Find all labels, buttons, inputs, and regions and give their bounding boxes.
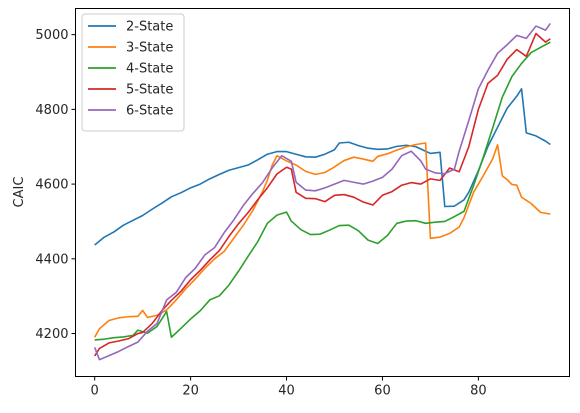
series-line-5-state [94,32,551,357]
x-tick-label: 20 [182,384,199,399]
x-tick-label: 0 [91,384,99,399]
y-tick-label: 4600 [35,178,68,193]
series-line-6-state [93,22,551,361]
x-tick-label: 80 [470,384,487,399]
legend-label: 4-State [126,62,173,77]
legend-label: 3-State [126,41,173,56]
x-tick-label: 60 [374,384,391,399]
legend-label: 5-State [126,83,173,98]
series-layer [93,22,551,361]
y-axis-label: CAIC [12,177,27,208]
y-tick-label: 4200 [35,327,68,342]
x-axis: 0 20 40 60 80 [91,376,487,399]
y-axis: 4200 4400 4600 4800 5000 [35,28,76,342]
legend: 2-State 3-State 4-State 5-State 6-State [81,13,185,132]
legend-label: 6-State [126,104,173,119]
y-tick-label: 4400 [35,252,68,267]
legend-box [81,13,185,132]
series-line-4-state [94,41,551,341]
y-tick-label: 4800 [35,103,68,118]
x-tick-label: 40 [278,384,295,399]
series-line-3-state [93,142,551,338]
legend-label: 2-State [126,20,173,35]
y-tick-label: 5000 [35,28,68,43]
